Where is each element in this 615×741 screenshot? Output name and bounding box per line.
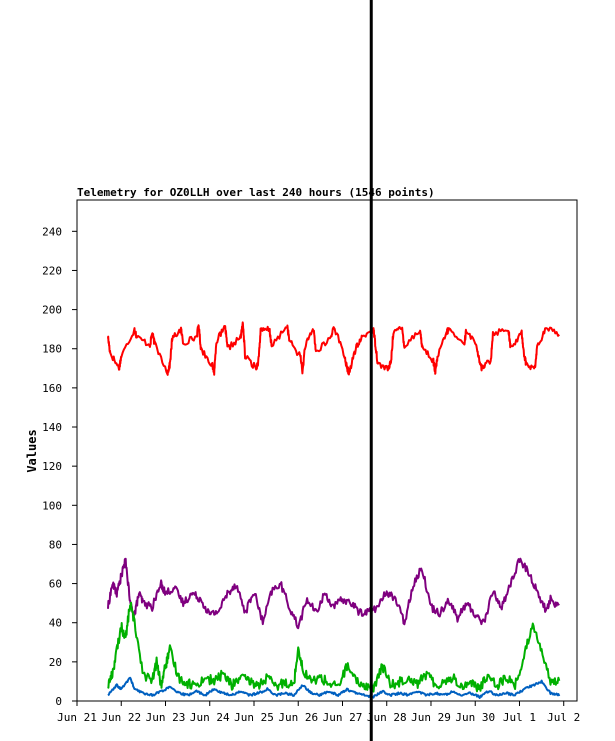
plot-frame <box>76 199 578 702</box>
x-tick-label: Jun 30 <box>455 711 495 724</box>
y-tick-label: 240 <box>42 225 62 238</box>
y-tick-label: 40 <box>49 617 62 630</box>
x-tick-label: Jun 25 <box>234 711 274 724</box>
chart-title: Telemetry for OZ0LLH over last 240 hours… <box>77 186 435 199</box>
x-tick-label: Jul 1 <box>503 711 536 724</box>
y-tick-label: 20 <box>49 656 62 669</box>
x-tick-label: Jun 29 <box>411 711 451 724</box>
x-tick-label: Jun 27 <box>323 711 363 724</box>
y-tick-label: 0 <box>55 695 62 708</box>
y-tick-label: 100 <box>42 499 62 512</box>
series-line <box>107 557 560 630</box>
x-axis: Jun 21 Jun 22 Jun 23 Jun 24 Jun 25 Jun 26 Jun … <box>57 701 580 724</box>
x-tick-label: Jul 2 <box>547 711 580 724</box>
series-line <box>107 676 561 699</box>
series-line <box>107 601 561 693</box>
series-line <box>107 321 560 376</box>
y-tick-label: 200 <box>42 304 62 317</box>
y-tick-label: 180 <box>42 343 62 356</box>
x-tick-label: Jun 24 <box>190 711 230 724</box>
y-tick-label: 220 <box>42 264 62 277</box>
y-tick-label: 80 <box>49 538 62 551</box>
x-tick-label: Jun 22 <box>101 711 141 724</box>
x-tick-label: Jun 21 <box>57 711 97 724</box>
y-tick-label: 160 <box>42 382 62 395</box>
x-tick-label: Jun 28 <box>367 711 407 724</box>
y-tick-label: 140 <box>42 421 62 434</box>
x-tick-label: Jun 26 <box>278 711 318 724</box>
y-tick-label: 60 <box>49 578 62 591</box>
x-tick-label: Jun 23 <box>146 711 186 724</box>
y-axis-label: Values <box>25 429 39 472</box>
y-tick-label: 120 <box>42 460 62 473</box>
series-group <box>107 321 561 699</box>
y-axis: 0 20 40 60 80 100 120 140 160 180 200 220 240 <box>42 225 77 708</box>
